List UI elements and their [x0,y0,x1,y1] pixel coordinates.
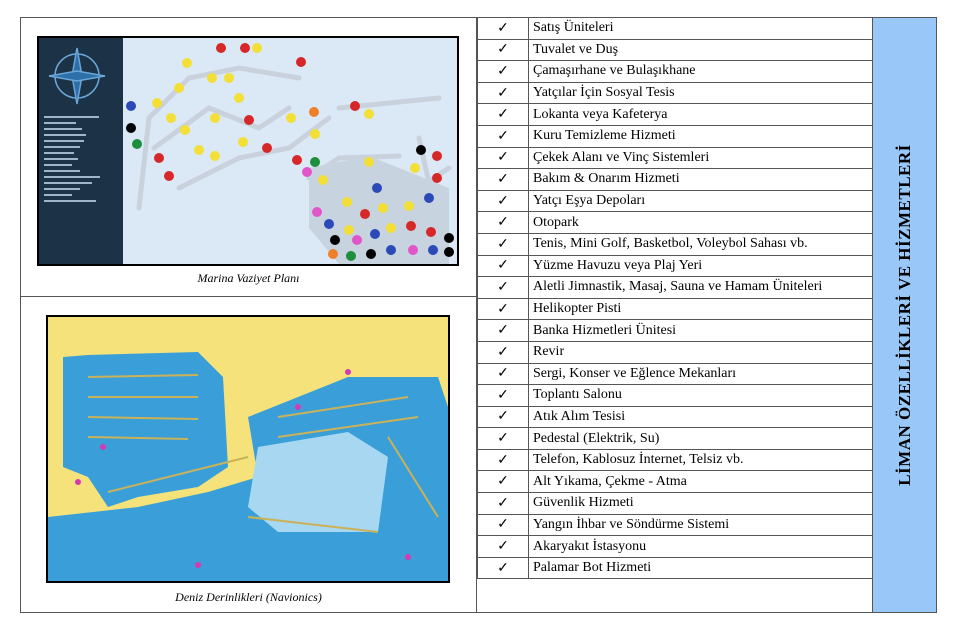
table-row: ✓ Yangın İhbar ve Söndürme Sistemi [477,513,873,537]
left-panel [20,17,477,613]
side-title-panel: LİMAN ÖZELLİKLERİ VE HİZMETLERİ [872,17,937,613]
check-mark-icon: ✓ [477,535,529,558]
feature-name: Satış Üniteleri [528,17,873,40]
check-mark-icon: ✓ [477,492,529,515]
feature-name: Yangın İhbar ve Söndürme Sistemi [528,513,873,537]
depth-map-caption: Deniz Derinlikleri (Navionics) [175,590,322,604]
feature-name: Akaryakıt İstasyonu [528,535,873,558]
check-mark-icon: ✓ [477,297,529,321]
side-title: LİMAN ÖZELLİKLERİ VE HİZMETLERİ [894,144,914,486]
features-table-body: ✓ Satış Üniteleri ✓ Tuvalet ve Duş ✓ Çamaşırh… [477,17,873,580]
check-mark-icon: ✓ [477,405,529,429]
table-row: ✓ Sergi, Konser ve Eğlence Mekanları [477,362,873,386]
table-row: ✓ Pedestal (Elektrik, Su) [477,427,873,450]
check-mark-icon: ✓ [477,470,529,494]
check-mark-icon: ✓ [477,362,529,386]
feature-name: Bakım & Onarım Hizmeti [528,168,873,191]
check-mark-icon: ✓ [477,38,529,62]
facility-markers [126,43,454,261]
table-row: ✓ Yüzme Havuzu veya Plaj Yeri [477,254,873,278]
feature-name: Aletli Jimnastik, Masaj, Sauna ve Hamam … [528,276,873,299]
check-mark-icon: ✓ [477,81,529,105]
feature-name: Yatçılar İçin Sosyal Tesis [528,81,873,105]
check-mark-icon: ✓ [477,232,529,256]
buoy-markers [75,369,411,568]
check-mark-icon: ✓ [477,189,529,213]
table-row: ✓ Tuvalet ve Duş [477,38,873,62]
table-row: ✓ Palamar Bot Hizmeti [477,556,873,580]
harbour-shallow-water [248,432,388,532]
table-row: ✓ Tenis, Mini Golf, Basketbol, Voleybol S… [477,232,873,256]
legend-lines [44,116,100,202]
check-mark-icon: ✓ [477,103,529,126]
table-row: ✓ Telefon, Kablosuz İnternet, Telsiz vb. [477,448,873,472]
feature-name: Revir [528,340,873,364]
table-row: ✓ Bakım & Onarım Hizmeti [477,168,873,191]
feature-name: Telefon, Kablosuz İnternet, Telsiz vb. [528,448,873,472]
feature-name: Pedestal (Elektrik, Su) [528,427,873,450]
table-row: ✓ Güvenlik Hizmeti [477,492,873,515]
table-row: ✓ Kuru Temizleme Hizmeti [477,124,873,148]
table-row: ✓ Yatçılar İçin Sosyal Tesis [477,81,873,105]
north-basin-water [63,352,228,507]
depth-map-image [46,315,450,583]
feature-name: Sergi, Konser ve Eğlence Mekanları [528,362,873,386]
check-mark-icon: ✓ [477,146,529,170]
feature-name: Atık Alım Tesisi [528,405,873,429]
table-row: ✓ Helikopter Pisti [477,297,873,321]
feature-name: Palamar Bot Hizmeti [528,556,873,580]
feature-name: Otopark [528,211,873,234]
pier-lines [87,374,439,533]
feature-name: Yüzme Havuzu veya Plaj Yeri [528,254,873,278]
feature-name: Çekek Alanı ve Vinç Sistemleri [528,146,873,170]
check-mark-icon: ✓ [477,124,529,148]
table-row: ✓ Revir [477,340,873,364]
table-row: ✓ Atık Alım Tesisi [477,405,873,429]
check-mark-icon: ✓ [477,556,529,580]
table-row: ✓ Çamaşırhane ve Bulaşıkhane [477,60,873,83]
table-row: ✓ Çekek Alanı ve Vinç Sistemleri [477,146,873,170]
check-mark-icon: ✓ [477,448,529,472]
check-mark-icon: ✓ [477,513,529,537]
features-table: ✓ Satış Üniteleri ✓ Tuvalet ve Duş ✓ Çamaşırh… [477,17,873,580]
check-mark-icon: ✓ [477,319,529,342]
feature-name: Kuru Temizleme Hizmeti [528,124,873,148]
check-mark-icon: ✓ [477,384,529,407]
feature-name: Lokanta veya Kafeterya [528,103,873,126]
table-row: ✓ Toplantı Salonu [477,384,873,407]
table-row: ✓ Akaryakıt İstasyonu [477,535,873,558]
compass-rose-icon [48,47,106,105]
table-row: ✓ Alt Yıkama, Çekme - Atma [477,470,873,494]
feature-name: Çamaşırhane ve Bulaşıkhane [528,60,873,83]
check-mark-icon: ✓ [477,60,529,83]
check-mark-icon: ✓ [477,427,529,450]
marina-plan-image [37,36,459,266]
feature-name: Alt Yıkama, Çekme - Atma [528,470,873,494]
left-panel-divider [20,296,477,297]
feature-name: Banka Hizmetleri Ünitesi [528,319,873,342]
feature-name: Tenis, Mini Golf, Basketbol, Voleybol Sa… [528,232,873,256]
check-mark-icon: ✓ [477,340,529,364]
feature-name: Helikopter Pisti [528,297,873,321]
table-row: ✓ Yatçı Eşya Depoları [477,189,873,213]
check-mark-icon: ✓ [477,276,529,299]
feature-name: Tuvalet ve Duş [528,38,873,62]
check-mark-icon: ✓ [477,17,529,40]
table-row: ✓ Satış Üniteleri [477,17,873,40]
check-mark-icon: ✓ [477,168,529,191]
table-row: ✓ Lokanta veya Kafeterya [477,103,873,126]
marina-plan-caption: Marina Vaziyet Planı [197,271,300,285]
feature-name: Toplantı Salonu [528,384,873,407]
table-row: ✓ Banka Hizmetleri Ünitesi [477,319,873,342]
marina-plan-illustration [39,38,454,264]
table-row: ✓ Otopark [477,211,873,234]
depth-map-illustration [48,317,448,581]
check-mark-icon: ✓ [477,254,529,278]
feature-name: Güvenlik Hizmeti [528,492,873,515]
check-mark-icon: ✓ [477,211,529,234]
table-row: ✓ Aletli Jimnastik, Masaj, Sauna ve Hamam… [477,276,873,299]
feature-name: Yatçı Eşya Depoları [528,189,873,213]
